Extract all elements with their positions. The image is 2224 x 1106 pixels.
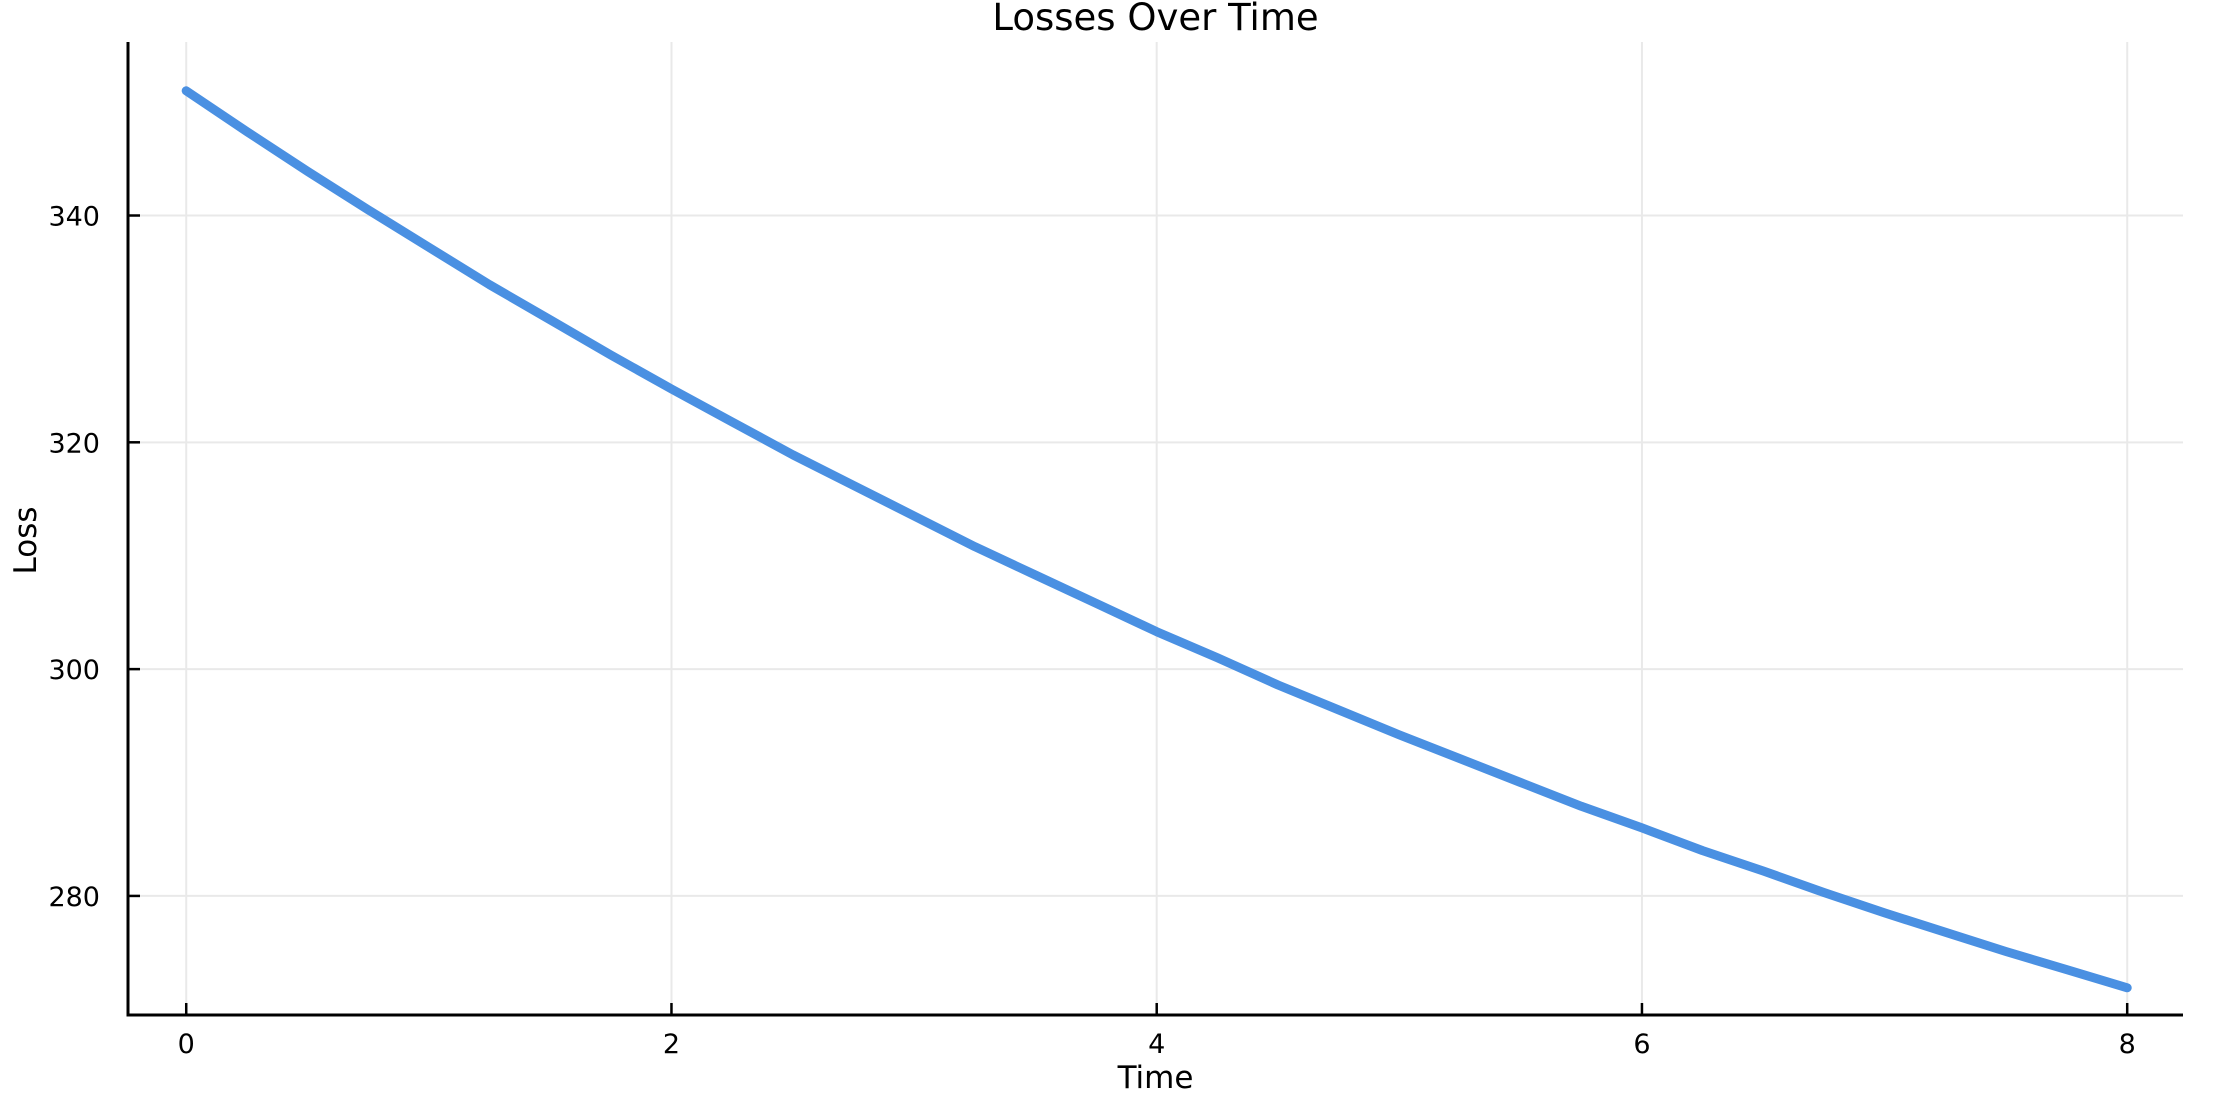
chart-title: Losses Over Time	[992, 0, 1318, 39]
x-tick-label: 2	[663, 1029, 680, 1060]
loss-line-series	[181, 86, 2132, 993]
x-tick-label: 4	[1148, 1029, 1165, 1060]
x-axis-label: Time	[1117, 1060, 1194, 1096]
x-tick-label: 8	[2119, 1029, 2136, 1060]
y-axis-label: Loss	[8, 507, 44, 575]
y-tick-labels: 280 300 320 340	[48, 202, 100, 913]
y-tick-label: 340	[48, 202, 100, 233]
gridlines	[128, 42, 2183, 1015]
x-tick-label: 0	[178, 1029, 195, 1060]
tick-marks	[128, 214, 2129, 1015]
y-tick-label: 320	[48, 428, 100, 459]
x-tick-labels: 0 2 4 6 8	[178, 1029, 2136, 1060]
x-tick-label: 6	[1633, 1029, 1650, 1060]
y-tick-label: 280	[48, 882, 100, 913]
y-tick-label: 300	[48, 655, 100, 686]
